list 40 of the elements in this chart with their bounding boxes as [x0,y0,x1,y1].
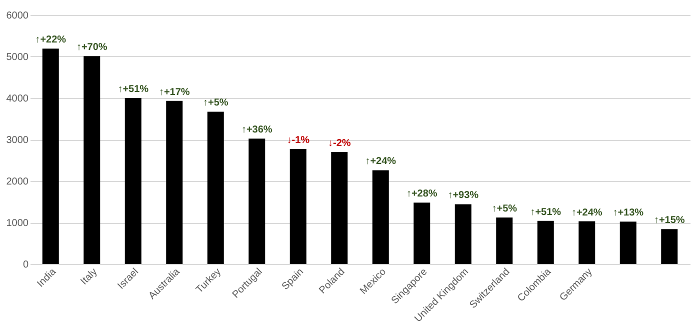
bar [372,170,389,264]
annotation: ↑+5% [492,204,518,215]
bar [537,220,554,264]
annotation: ↑+5% [202,98,228,109]
bar [124,98,142,264]
annotation: ↑+17% [158,86,190,98]
bar [620,222,636,264]
annotation: ↑+93% [448,190,479,202]
y-tick-label: 5000 [6,52,29,63]
annotation: ↑+70% [76,42,108,54]
bar [414,202,430,264]
bar [578,221,596,264]
annotation: ↑+51% [118,84,149,95]
annotation: ↑+22% [35,34,66,46]
bar [84,56,100,264]
annotation: ↑+51% [530,206,562,218]
y-tick-label: 0 [22,260,29,270]
y-tick-label: 2000 [6,176,29,188]
bar [331,152,348,264]
bar [166,100,183,264]
y-tick-label: 4000 [6,94,29,104]
bar [661,229,678,264]
annotation: ↓-1% [286,135,310,146]
y-tick-label: 6000 [6,10,29,22]
x-tick-label: Italy [78,266,100,288]
bar [454,204,472,264]
annotation: ↑+13% [612,208,644,219]
annotation: ↑+24% [571,207,602,218]
annotation: ↑+28% [406,188,438,200]
bar [42,48,59,264]
bar [248,138,266,264]
annotation: ↑+15% [654,215,685,226]
annotation: ↑+36% [241,124,272,136]
bar [207,112,224,264]
bar [290,149,306,264]
y-tick-label: 3000 [6,135,29,146]
annotation: ↑+24% [365,156,396,168]
y-tick-label: 1000 [6,218,29,229]
bar [496,218,513,264]
annotation: ↓-2% [328,138,351,149]
